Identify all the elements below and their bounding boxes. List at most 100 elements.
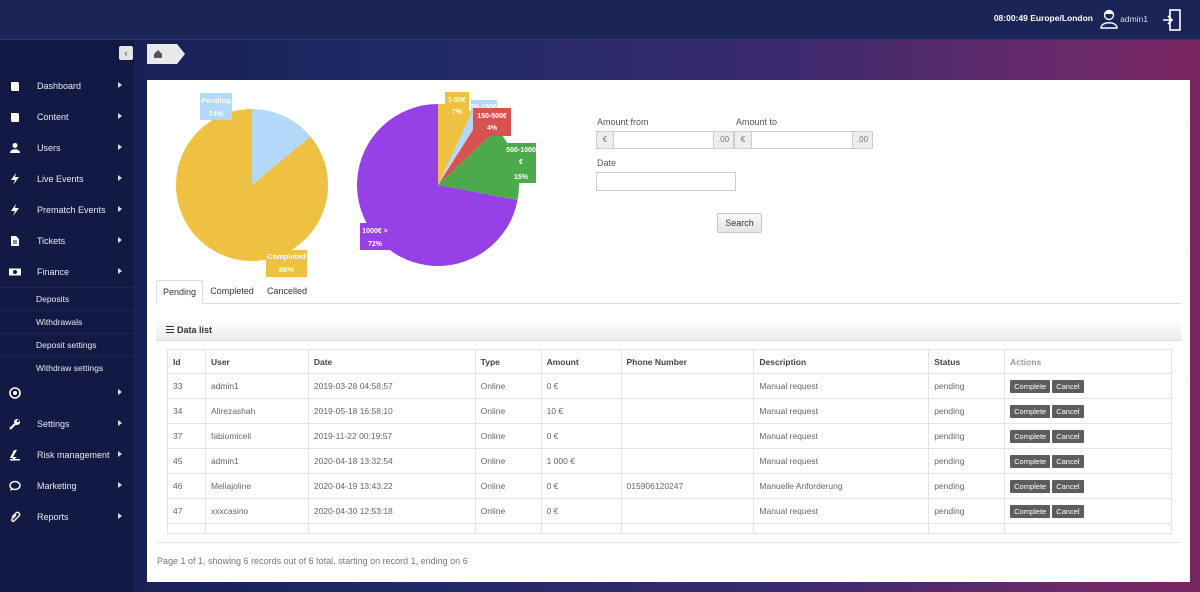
sidebar-subitem-withdrawals[interactable]: Withdrawals: [0, 310, 134, 332]
cell-user: admin1: [204, 373, 309, 399]
cell-description: Manual request: [753, 398, 930, 424]
requests-table: Id User Date Type Amount Phone Number De…: [167, 349, 1172, 534]
sidebar-item-label: Finance: [37, 267, 70, 277]
chevron-left-icon[interactable]: ‹: [119, 46, 133, 60]
sidebar-item-reports[interactable]: Reports: [0, 504, 134, 530]
cell-user: Alirezashah: [204, 398, 309, 424]
cell-type: Online: [474, 473, 542, 499]
cell-phone: [620, 448, 755, 474]
decimal-suffix: .00: [713, 132, 733, 148]
sidebar-subitem-deposits[interactable]: Deposits: [0, 287, 134, 309]
cancel-button[interactable]: Cancel: [1052, 429, 1084, 443]
book-icon: [11, 113, 19, 122]
cell-user: admin1: [204, 448, 309, 474]
amount-to-input[interactable]: € .00: [734, 131, 873, 149]
cell-description: Manual request: [753, 448, 930, 474]
table-row: 37 fabiomiceli 2019-11-22 00:19:57 Onlin…: [167, 423, 1172, 449]
cancel-button[interactable]: Cancel: [1052, 379, 1084, 393]
sidebar-item-tickets[interactable]: Tickets: [0, 228, 134, 254]
user-name[interactable]: admin1: [1120, 14, 1148, 24]
sidebar-item-dashboard[interactable]: Dashboard: [0, 73, 134, 99]
complete-button[interactable]: Complete: [1010, 404, 1051, 418]
tab-cancelled[interactable]: Cancelled: [266, 286, 308, 296]
user-icon: [10, 143, 20, 153]
cell-amount: 0 €: [540, 473, 622, 499]
sidebar-item-content[interactable]: Content: [0, 104, 134, 130]
sidebar-item-users[interactable]: Users: [0, 135, 134, 161]
list-icon: [166, 326, 174, 333]
data-list-header: Data list: [156, 319, 1181, 341]
cell-amount: 10 €: [540, 398, 622, 424]
col-amount[interactable]: Amount: [540, 349, 622, 374]
col-type[interactable]: Type: [474, 349, 542, 374]
cancel-button[interactable]: Cancel: [1052, 479, 1084, 493]
cancel-button[interactable]: Cancel: [1052, 404, 1084, 418]
sidebar-item-finance[interactable]: Finance: [0, 259, 134, 285]
col-status[interactable]: Status: [928, 349, 1006, 374]
chevron-right-icon: [118, 175, 122, 181]
cancel-button[interactable]: Cancel: [1052, 504, 1084, 518]
col-description[interactable]: Description: [753, 349, 930, 374]
pie-label-500-1000: 500-1000€: [506, 147, 536, 166]
cell-status: pending: [928, 498, 1006, 524]
date-label: Date: [597, 158, 617, 168]
sidebar-item-target[interactable]: [0, 380, 134, 406]
chevron-right-icon: [118, 389, 122, 395]
main-panel: Pending 14% Completed 86% 1-50€ 7% 50-15…: [147, 80, 1190, 582]
complete-button[interactable]: Complete: [1010, 429, 1051, 443]
cell-actions: Complete Cancel: [1004, 373, 1172, 399]
col-date[interactable]: Date: [307, 349, 476, 374]
wrench-icon: [9, 419, 20, 430]
user-avatar-icon[interactable]: [1100, 9, 1118, 29]
bolt-icon: [11, 173, 19, 185]
tab-pending[interactable]: Pending: [156, 280, 203, 304]
target-icon: [9, 387, 21, 399]
pie-slice-1000-plus: [357, 104, 518, 266]
sidebar-item-live-events[interactable]: Live Events: [0, 166, 134, 192]
complete-button[interactable]: Complete: [1010, 454, 1051, 468]
tab-completed[interactable]: Completed: [210, 286, 254, 296]
table-row: 45 admin1 2020-04-18 13:32:54 Online 1 0…: [167, 448, 1172, 474]
sidebar-item-label: Dashboard: [37, 81, 82, 91]
cell-amount: 0 €: [540, 498, 622, 524]
pie-slice-50-150: [438, 111, 482, 185]
cell-type: Online: [474, 398, 542, 424]
breadcrumb[interactable]: [147, 44, 185, 64]
complete-button[interactable]: Complete: [1010, 479, 1051, 493]
logout-icon[interactable]: [1162, 9, 1182, 31]
sidebar-item-label: Risk management: [37, 450, 110, 460]
date-input[interactable]: [596, 172, 736, 191]
sidebar-item-settings[interactable]: Settings: [0, 411, 134, 437]
col-id[interactable]: Id: [167, 349, 206, 374]
chevron-right-icon: [118, 420, 122, 426]
complete-button[interactable]: Complete: [1010, 379, 1051, 393]
complete-button[interactable]: Complete: [1010, 504, 1051, 518]
chevron-right-icon: [118, 482, 122, 488]
sidebar-item-marketing[interactable]: Marketing: [0, 473, 134, 499]
amount-from-input[interactable]: € .00: [596, 131, 734, 149]
sidebar-item-prematch-events[interactable]: Prematch Events: [0, 197, 134, 223]
cell-status: pending: [928, 398, 1006, 424]
pie-slice-pending: [252, 109, 311, 185]
col-user[interactable]: User: [204, 349, 309, 374]
cell-description: Manuelle Anforderung: [753, 473, 930, 499]
bolt-icon: [11, 204, 19, 216]
cell-description: Manual request: [753, 498, 930, 524]
sidebar-subitem-deposit-settings[interactable]: Deposit settings: [0, 333, 134, 355]
risk-icon: [10, 450, 20, 461]
sidebar-item-risk-management[interactable]: Risk management: [0, 442, 134, 468]
cell-status: pending: [928, 423, 1006, 449]
chevron-right-icon: [118, 268, 122, 274]
search-button[interactable]: Search: [717, 213, 762, 233]
pie-value-1000-plus: 72%: [368, 241, 383, 248]
cancel-button[interactable]: Cancel: [1052, 454, 1084, 468]
cell-phone: [620, 373, 755, 399]
cell-status: pending: [928, 473, 1006, 499]
cell-actions: Complete Cancel: [1004, 448, 1172, 474]
col-phone[interactable]: Phone Number: [620, 349, 755, 374]
cell-id: 45: [167, 448, 206, 474]
sidebar-subitem-withdraw-settings[interactable]: Withdraw settings: [0, 356, 134, 378]
top-bar: 08:00:49 Europe/London admin1: [0, 0, 1200, 40]
cell-user: xxxcasino: [204, 498, 309, 524]
cell-date: 2019-11-22 00:19:57: [307, 423, 476, 449]
